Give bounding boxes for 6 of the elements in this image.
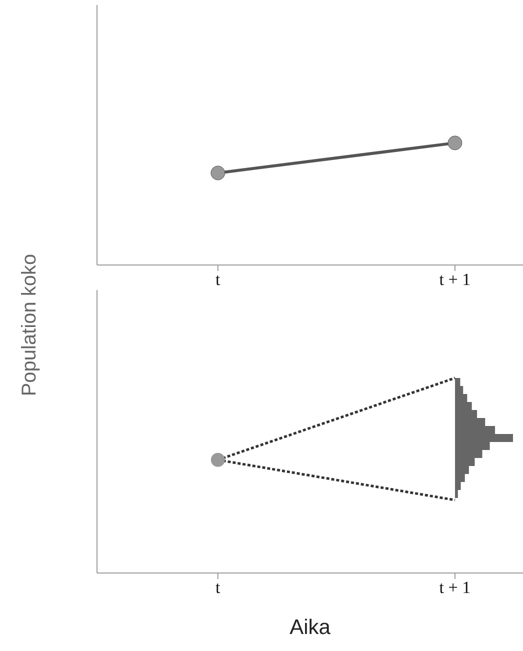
x-tick-label: t — [216, 578, 221, 598]
x-tick-label: t + 1 — [439, 578, 471, 598]
x-tick-label: t — [216, 270, 221, 290]
y-axis-title: Population koko — [18, 254, 42, 396]
x-axis-title: Aika — [290, 616, 330, 640]
x-tick-label: t + 1 — [439, 270, 471, 290]
